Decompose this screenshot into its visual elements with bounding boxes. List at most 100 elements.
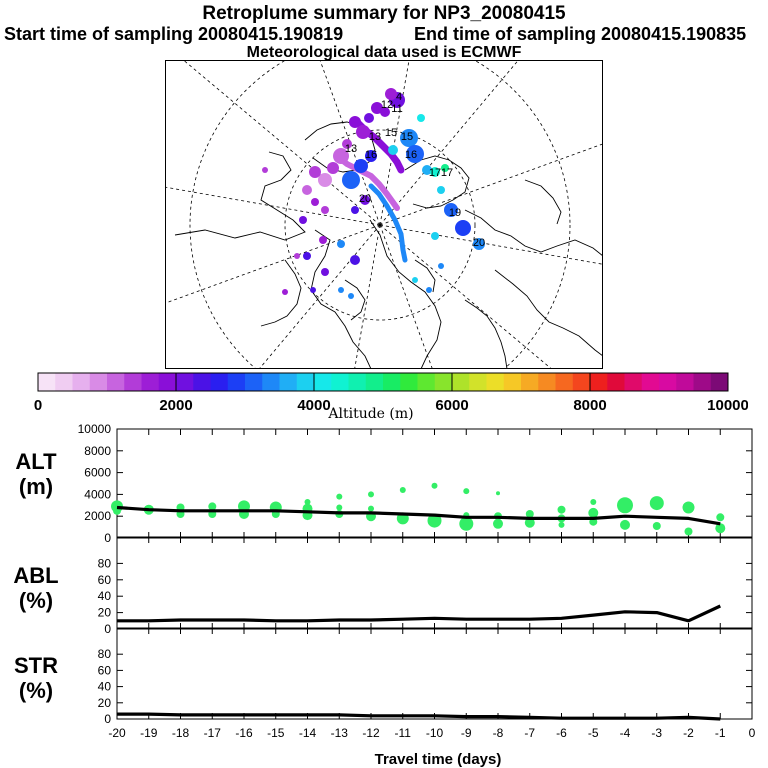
coastline [369,219,442,369]
y-tick-label: 40 [98,589,112,603]
colorbar-cell [279,373,298,391]
colorbar-tick-label: 10000 [707,397,748,414]
x-tick-label: -20 [108,726,126,740]
panels-group: 0 2000 4000 6000 8000 10000 ALT(m) 0 20 40 60 80 ABL… [13,422,753,726]
x-tick-label: 0 [749,726,756,740]
met-data-label: Meteorological data used is ECMWF [246,44,522,61]
x-tick-label: -15 [267,726,285,740]
plume-dot [299,216,307,224]
scatter-point [496,491,500,496]
plume-dot [365,150,377,162]
scatter-point [620,519,630,530]
colorbar-cells [38,373,729,391]
coastline [304,121,376,173]
plume-dot [319,236,327,244]
plume-dot [303,252,311,260]
x-tick-label: -19 [140,726,158,740]
colorbar-cell [176,373,194,391]
scatter-point [649,496,664,511]
plume-dot [349,116,361,128]
colorbar-frame [37,372,729,392]
coastline [344,279,366,321]
scatter-point [336,493,343,500]
scatter-point [208,502,217,511]
map-graticule [165,60,603,369]
day-label: 17 [441,167,453,179]
plume-dot [426,287,432,293]
colorbar-cell [158,373,177,391]
coastline [464,299,508,369]
colorbar-cell [693,373,712,391]
colorbar-cell [245,373,263,391]
plume-dot [388,145,398,155]
colorbar-cell [227,373,246,391]
x-tick-label: -7 [524,726,535,740]
map-plume [262,88,485,299]
y-tick-label: 8000 [84,444,111,458]
y-tick-label: 6000 [84,466,111,480]
colorbar-label: Altitude (m) [327,406,413,420]
scatter-point [368,491,374,498]
plume-dot [282,289,288,295]
day-label: 15 [385,127,397,139]
scatter-point [617,497,633,514]
plume-dot [371,102,383,114]
colorbar-cell [400,373,418,391]
end-time-label: End time of sampling 20080415.190835 [414,24,747,44]
y-tick-label: 20 [98,606,112,620]
day-label: 16 [365,149,377,161]
plume-dot [321,268,329,276]
latitude-circle [284,129,476,321]
plume-dot [444,203,458,217]
y-tick-label: 80 [98,647,112,661]
coastline [310,229,372,369]
plume-dot [441,164,449,172]
plume-dot [417,114,425,122]
day-label: 4 [396,91,402,103]
colorbar-cell [141,373,160,391]
scatter-point [368,505,374,512]
colorbar-cell [210,373,229,391]
x-axis-label: Travel time (days) [375,751,502,768]
y-tick-label: 0 [104,622,111,636]
y-tick-label: 10000 [78,422,112,436]
colorbar-cell [676,373,694,391]
colorbar-cell [38,373,56,391]
colorbar-cell [72,373,91,391]
x-tick-label: -17 [204,726,222,740]
colorbar-cell [124,373,142,391]
y-tick-label: 0 [104,712,111,726]
day-label: 16 [405,149,417,161]
plume-dot [337,240,345,248]
colorbar-cell [521,373,539,391]
plume-dot [400,129,418,147]
day-label: 13 [345,143,357,155]
scatter-point [427,513,442,528]
colorbar-tick-label: 2000 [159,397,192,414]
y-tick-label: 0 [104,531,111,545]
series-line [117,712,721,721]
colorbar-cell [434,373,453,391]
colorbar-tick-label: 6000 [435,397,468,414]
colorbar-cell [89,373,108,391]
scatter-point [524,517,535,528]
colorbar-cell [417,373,436,391]
latitude-circle [189,60,571,369]
colorbar-cell [607,373,625,391]
panel-alt: 0 2000 4000 6000 8000 10000 ALT(m) [15,422,753,545]
x-tick-label: -10 [426,726,444,740]
series-line [116,505,721,526]
map-coastlines [174,121,603,369]
start-time-label: Start time of sampling 20080415.190819 [4,24,344,44]
x-tick-label: -8 [493,726,504,740]
x-tick-label: -11 [395,726,412,740]
x-tick-label: -3 [651,726,662,740]
plume-dot [338,287,344,293]
plume-dot [473,238,485,250]
day-label: 13 [369,131,381,143]
y-axis-title: STR [14,653,58,678]
y-tick-label: 60 [98,663,112,677]
colorbar-cell [55,373,73,391]
